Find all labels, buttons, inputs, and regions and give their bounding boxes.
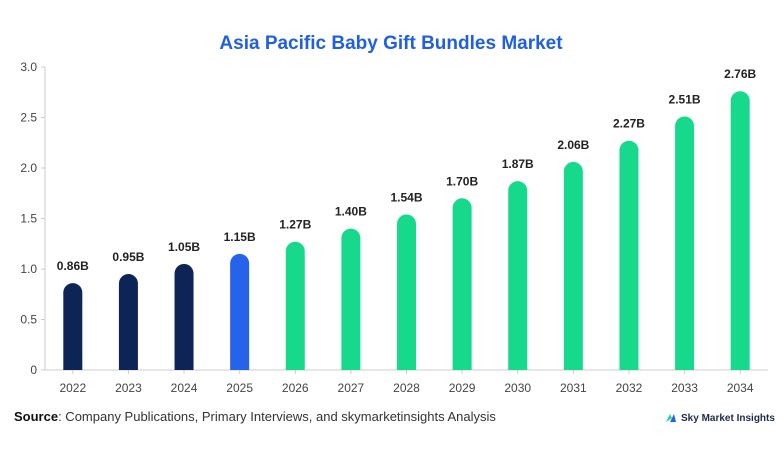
bar-2032 (619, 140, 639, 370)
x-tick-label: 2029 (449, 381, 476, 395)
bar-2025 (230, 253, 250, 370)
x-tick-label: 2034 (727, 381, 754, 395)
data-label: 1.87B (502, 157, 534, 171)
brand-name: Sky Market Insights (681, 412, 775, 424)
bar-2027 (341, 228, 361, 370)
y-tick-label: 0.5 (20, 313, 37, 327)
data-label: 2.76B (724, 67, 756, 81)
data-label: 0.86B (57, 259, 89, 273)
y-tick-label: 0 (30, 363, 37, 377)
x-tick-label: 2031 (560, 381, 587, 395)
bar-2022 (63, 283, 83, 370)
data-label: 2.06B (557, 138, 589, 152)
y-tick-label: 2.5 (20, 111, 37, 125)
y-tick-label: 2.0 (20, 161, 37, 175)
bar-2024 (174, 263, 194, 370)
data-label: 1.27B (279, 218, 311, 232)
data-label: 1.54B (390, 190, 422, 204)
brand-logo: Sky Market Insights (664, 411, 775, 425)
source-label: Source (14, 409, 59, 424)
x-tick-label: 2025 (226, 381, 253, 395)
bar-2026 (285, 241, 305, 370)
y-tick-label: 3.0 (20, 60, 37, 74)
data-label: 0.95B (112, 250, 144, 264)
x-tick-label: 2028 (393, 381, 420, 395)
data-label: 1.05B (168, 240, 200, 254)
bar-2031 (563, 161, 583, 370)
x-tick-label: 2024 (171, 381, 198, 395)
bar-2029 (452, 198, 472, 370)
data-label: 2.27B (613, 117, 645, 131)
x-tick-label: 2022 (59, 381, 86, 395)
data-label: 1.15B (224, 230, 256, 244)
x-tick-label: 2026 (282, 381, 309, 395)
source-note: Source: Company Publications, Primary In… (14, 409, 496, 424)
bar-2028 (397, 214, 416, 370)
bar-2030 (508, 181, 528, 370)
chart-axes: 0 0.5 1.0 1.5 2.0 2.5 3.0 2022 2023 2024 2025 2026 2… (20, 60, 768, 395)
chart-title: Asia Pacific Baby Gift Bundles Market (219, 33, 563, 54)
y-tick-label: 1.5 (20, 212, 37, 226)
x-tick-label: 2023 (115, 381, 142, 395)
chart-bars: 0.86B 0.95B 1.05B 1.15B 1.27B 1.40B 1.54B 1.70B… (57, 67, 757, 371)
data-label: 1.40B (335, 205, 367, 219)
bar-2034 (730, 91, 750, 371)
y-tick-label: 1.0 (20, 262, 37, 276)
source-text: : Company Publications, Primary Intervie… (58, 409, 496, 424)
data-label: 1.70B (446, 174, 478, 188)
x-tick-label: 2033 (671, 381, 698, 395)
x-tick-label: 2027 (338, 381, 365, 395)
data-label: 2.51B (669, 92, 701, 106)
bar-2023 (118, 274, 138, 370)
x-tick-label: 2030 (504, 381, 531, 395)
bar-2033 (675, 116, 695, 371)
sky-market-insights-logo-icon (666, 414, 676, 422)
x-tick-label: 2032 (616, 381, 643, 395)
